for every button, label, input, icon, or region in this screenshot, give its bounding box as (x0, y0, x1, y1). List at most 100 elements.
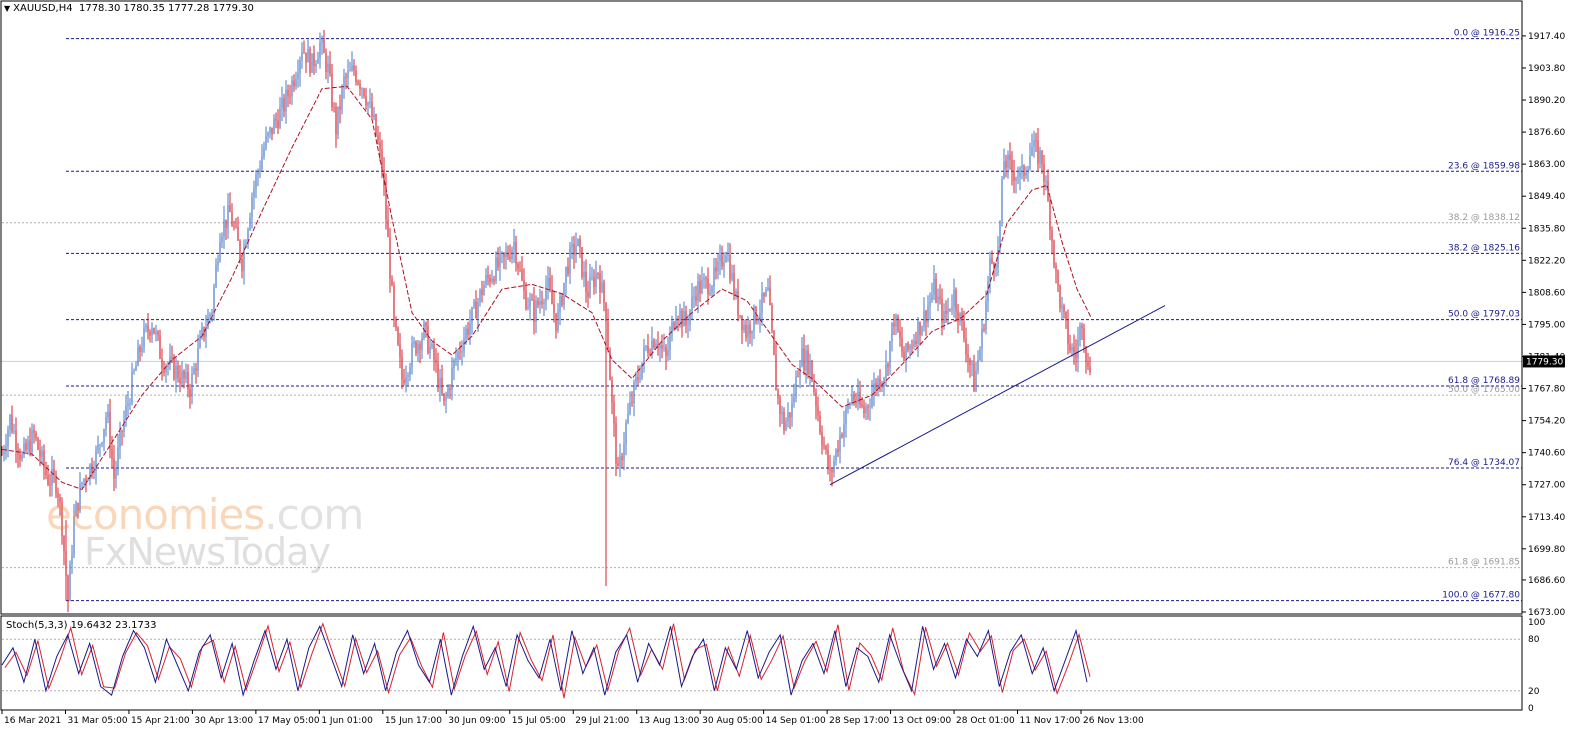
candle-body (251, 196, 253, 218)
x-tick-label: 30 Jun 09:00 (448, 716, 505, 726)
candle-body (631, 402, 633, 404)
symbol-dropdown-icon[interactable]: ▼ (4, 4, 11, 13)
candles-layer (1, 29, 1091, 613)
x-tick-label: 13 Oct 09:00 (893, 716, 952, 726)
candle-body (445, 396, 447, 401)
candle-body (53, 468, 55, 476)
candle-body (389, 237, 391, 279)
candle-body (327, 63, 329, 73)
candle-body (1079, 325, 1081, 340)
candle-body (393, 285, 395, 318)
candle-body (893, 322, 895, 327)
candle-body (601, 281, 603, 293)
candle-body (1063, 305, 1065, 312)
candle-body (359, 83, 361, 90)
candle-body (645, 345, 647, 348)
candle-body (549, 278, 551, 290)
candle-body (133, 370, 135, 372)
candle-body (829, 468, 831, 471)
candle-body (619, 456, 621, 467)
candle-body (869, 406, 871, 408)
candle-body (13, 430, 15, 432)
symbol-timeframe: XAUUSD,H4 (13, 3, 73, 14)
candle-body (277, 120, 279, 128)
candle-body (775, 354, 777, 391)
candle-body (603, 281, 605, 303)
candle-body (205, 328, 207, 337)
candle-body (877, 378, 879, 389)
candle-body (815, 391, 817, 407)
candle-body (271, 127, 273, 134)
candle-body (497, 257, 499, 268)
candle-body (903, 351, 905, 361)
candle-body (307, 48, 309, 63)
candle-body (1067, 320, 1069, 345)
fib-primary-label: 38.2 @ 1825.16 (1448, 243, 1520, 253)
candle-body (551, 289, 553, 305)
candle-body (1029, 156, 1031, 170)
candle-body (761, 292, 763, 313)
candle-body (783, 412, 785, 431)
candle-body (969, 358, 971, 366)
candle-body (257, 172, 259, 176)
x-tick-label: 28 Oct 01:00 (956, 716, 1015, 726)
candle-body (465, 328, 467, 339)
candle-body (1025, 172, 1027, 176)
y-tick-label: 1754.20 (1528, 417, 1565, 427)
candle-body (1041, 150, 1043, 164)
candle-body (137, 347, 139, 366)
candle-body (839, 434, 841, 452)
candle-body (637, 377, 639, 380)
candle-body (655, 343, 657, 348)
candle-body (983, 328, 985, 330)
candle-body (385, 185, 387, 220)
candle-body (381, 149, 383, 170)
candle-body (789, 412, 791, 418)
candle-body (1045, 181, 1047, 182)
candle-body (743, 324, 745, 331)
candle-body (825, 446, 827, 450)
candle-body (591, 277, 593, 279)
y-tick-label: 1863.00 (1528, 160, 1565, 170)
candle-body (609, 350, 611, 381)
candle-body (965, 338, 967, 355)
candle-body (39, 449, 41, 457)
y-tick-label: 1795.00 (1528, 320, 1565, 330)
y-tick-label: 1699.80 (1528, 545, 1565, 555)
candle-body (95, 450, 97, 472)
candle-body (617, 463, 619, 467)
candle-body (1075, 352, 1077, 359)
candle-body (125, 405, 127, 420)
candle-body (443, 393, 445, 401)
candle-body (917, 321, 919, 345)
candle-body (633, 382, 635, 404)
candle-body (791, 402, 793, 418)
y-tick-label: 1835.80 (1528, 224, 1565, 234)
candle-body (195, 368, 197, 371)
candle-body (895, 315, 897, 327)
fib-primary-label: 50.0 @ 1797.03 (1448, 310, 1520, 320)
candle-body (521, 269, 523, 281)
candle-body (73, 516, 75, 555)
candle-body (109, 411, 111, 449)
candle-body (587, 292, 589, 298)
candle-body (477, 302, 479, 319)
candle-body (827, 449, 829, 469)
candle-body (941, 298, 943, 323)
candle-body (1, 454, 3, 455)
candle-body (169, 356, 171, 365)
candle-body (1023, 165, 1025, 176)
candle-body (671, 322, 673, 335)
candle-body (167, 364, 169, 367)
candle-body (979, 349, 981, 360)
candle-body (93, 471, 95, 473)
candle-body (505, 252, 507, 257)
candle-body (117, 447, 119, 468)
candle-body (129, 403, 131, 405)
candle-body (845, 408, 847, 424)
candle-body (813, 381, 815, 392)
candle-body (325, 52, 327, 73)
candle-body (835, 449, 837, 461)
candle-body (415, 341, 417, 354)
candle-body (665, 347, 667, 357)
